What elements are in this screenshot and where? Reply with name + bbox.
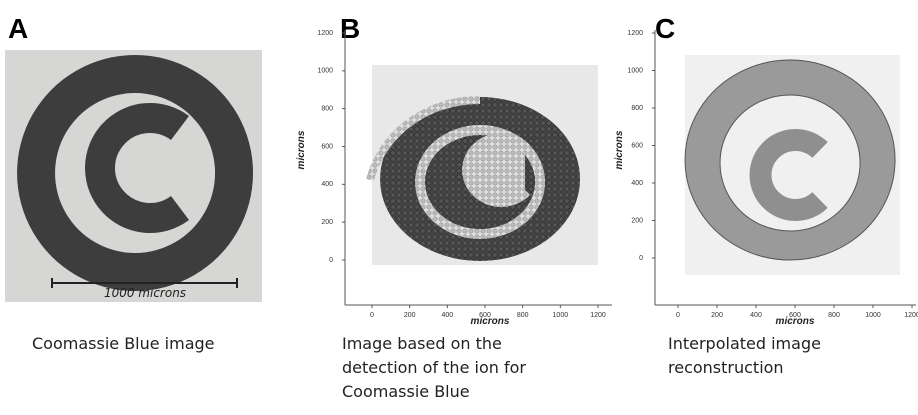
y-tick-label: 1200	[627, 30, 643, 37]
y-axis-label: microns	[296, 130, 307, 169]
x-tick-label: 600	[479, 312, 491, 319]
caption: Coomassie Blue image	[32, 334, 215, 353]
x-tick-label: 800	[828, 312, 840, 319]
y-tick-label: 200	[631, 217, 643, 224]
x-axis-label: microns	[471, 316, 510, 327]
y-axis-label: microns	[614, 130, 625, 169]
x-tick-label: 0	[370, 312, 374, 319]
y-tick-label: 600	[321, 143, 333, 150]
y-tick-label: 800	[321, 106, 333, 113]
ion-map-ring	[415, 125, 546, 239]
panel-letter: A	[8, 13, 28, 44]
x-tick-label: 0	[676, 312, 680, 319]
x-tick-label: 400	[750, 312, 762, 319]
x-tick-label: 200	[711, 312, 723, 319]
ring	[17, 55, 254, 291]
caption: Interpolated image reconstruction	[668, 334, 821, 377]
scale-label: 1000 microns	[104, 286, 186, 300]
x-tick-label: 600	[789, 312, 801, 319]
x-axis-label: microns	[776, 316, 815, 327]
x-tick-label: 400	[441, 312, 453, 319]
y-tick-label: 1000	[627, 67, 643, 74]
y-tick-label: 1000	[317, 68, 333, 75]
panel-letter: C	[655, 13, 675, 44]
x-tick-label: 1000	[553, 312, 569, 319]
y-tick-label: 1200	[317, 30, 333, 37]
y-tick-label: 400	[631, 180, 643, 187]
caption: Image based on the detection of the ion …	[342, 334, 526, 401]
y-tick-label: 600	[631, 142, 643, 149]
y-tick-label: 800	[631, 105, 643, 112]
y-tick-label: 400	[321, 181, 333, 188]
x-tick-label: 800	[517, 312, 529, 319]
ion-map-c	[462, 133, 531, 207]
x-tick-label: 1200	[904, 312, 918, 319]
c-letter	[85, 103, 189, 233]
y-tick-label: 0	[329, 257, 333, 264]
y-tick-label: 200	[321, 219, 333, 226]
surface-c	[749, 129, 828, 221]
x-tick-label: 1000	[865, 312, 881, 319]
y-tick-label: 0	[639, 255, 643, 262]
surface-ring	[684, 59, 896, 261]
ion-map-edge	[366, 96, 481, 182]
x-tick-label: 1200	[590, 312, 606, 319]
x-tick-label: 200	[404, 312, 416, 319]
panel-letter: B	[340, 13, 360, 44]
